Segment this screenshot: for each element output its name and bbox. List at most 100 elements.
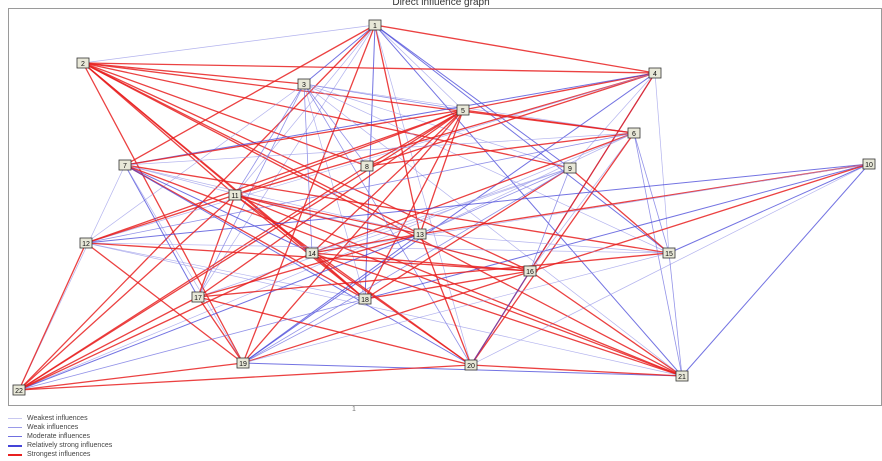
node-label: 8: [365, 164, 369, 171]
node-n15[interactable]: 15: [662, 247, 676, 259]
edge-n6-n14: [311, 132, 635, 254]
node-label: 12: [82, 241, 90, 248]
edge-n2-n19: [82, 62, 244, 364]
edge-n2-n8: [82, 62, 368, 167]
edge-n14-n21: [311, 252, 683, 377]
edge-n1-n15: [374, 24, 670, 254]
edge-n5-n17: [197, 109, 464, 298]
edge-n13-n14: [311, 233, 421, 254]
node-box: [563, 162, 577, 174]
node-n22[interactable]: 22: [12, 384, 26, 396]
node-label: 9: [568, 166, 572, 173]
edge-n11-n21: [234, 194, 683, 377]
edge-n9-n14: [311, 167, 571, 254]
node-box: [413, 228, 427, 240]
edge-n9-n17: [197, 167, 571, 298]
node-box: [523, 265, 537, 277]
edge-n9-n13: [419, 167, 571, 235]
node-n14[interactable]: 14: [305, 247, 319, 259]
node-n5[interactable]: 5: [456, 104, 470, 116]
legend: Weakest influences Weak influences Moder…: [8, 414, 112, 459]
edge-n7-n20: [124, 164, 472, 366]
node-label: 21: [678, 374, 686, 381]
node-n11[interactable]: 11: [228, 189, 242, 201]
node-n7[interactable]: 7: [118, 159, 132, 171]
node-n3[interactable]: 3: [297, 78, 311, 90]
edge-n7-n14: [124, 164, 313, 254]
edge-n19-n22: [18, 362, 244, 391]
node-n21[interactable]: 21: [675, 370, 689, 382]
edge-n3-n12: [85, 83, 305, 244]
edge-n16-n21: [529, 270, 683, 377]
node-box: [191, 291, 205, 303]
node-box: [358, 293, 372, 305]
edge-n7-n15: [124, 164, 670, 254]
edge-n4-n5: [462, 72, 656, 111]
node-box: [118, 159, 132, 171]
node-box: [648, 67, 662, 79]
edge-n17-n20: [197, 296, 472, 366]
edge-n17-n22: [18, 296, 199, 391]
node-label: 22: [15, 388, 23, 395]
node-n20[interactable]: 20: [464, 359, 478, 371]
graph-title: Direct influence graph: [392, 0, 490, 8]
edge-n13-n19: [242, 233, 421, 364]
node-box: [228, 189, 242, 201]
node-label: 10: [865, 162, 873, 169]
node-box: [368, 19, 382, 31]
edge-n4-n11: [234, 72, 656, 196]
legend-item-relatively-strong: Relatively strong influences: [8, 441, 112, 450]
node-label: 4: [653, 71, 657, 78]
edge-n7-n18: [124, 164, 366, 300]
node-label: 13: [416, 232, 424, 239]
edge-n5-n18: [364, 109, 464, 300]
node-n1[interactable]: 1: [368, 19, 382, 31]
node-label: 7: [123, 163, 127, 170]
edge-n3-n14: [303, 83, 313, 254]
edge-n18-n22: [18, 298, 366, 391]
edge-n6-n16: [529, 132, 635, 272]
node-n16[interactable]: 16: [523, 265, 537, 277]
node-n9[interactable]: 9: [563, 162, 577, 174]
node-n4[interactable]: 4: [648, 67, 662, 79]
edge-n4-n15: [654, 72, 670, 254]
edge-n19-n21: [242, 362, 683, 377]
node-box: [79, 237, 93, 249]
legend-label: Relatively strong influences: [27, 442, 113, 449]
edge-n14-n18: [311, 252, 366, 300]
node-n12[interactable]: 12: [79, 237, 93, 249]
edge-n7-n17: [124, 164, 199, 298]
edge-n6-n13: [419, 132, 635, 235]
node-n2[interactable]: 2: [76, 57, 90, 69]
edge-n12-n15: [85, 242, 670, 254]
node-n13[interactable]: 13: [413, 228, 427, 240]
legend-item-moderate: Moderate influences: [8, 432, 112, 441]
node-n17[interactable]: 17: [191, 291, 205, 303]
node-label: 18: [361, 297, 369, 304]
edge-n2-n4: [82, 62, 656, 74]
edge-n20-n22: [18, 364, 472, 391]
node-n8[interactable]: 8: [360, 160, 374, 172]
node-n18[interactable]: 18: [358, 293, 372, 305]
node-box: [236, 357, 250, 369]
node-label: 2: [81, 61, 85, 68]
edge-n16-n18: [364, 270, 531, 300]
edge-n18-n19: [242, 298, 366, 364]
edge-n14-n22: [18, 252, 313, 391]
edge-n7-n19: [124, 164, 244, 364]
edge-n5-n6: [462, 109, 635, 134]
node-n6[interactable]: 6: [627, 127, 641, 139]
legend-item-weak: Weak influences: [8, 423, 112, 432]
edge-n15-n21: [668, 252, 683, 377]
edge-n5-n14: [311, 109, 464, 254]
edge-n10-n15: [668, 163, 870, 254]
edge-n13-n22: [18, 233, 421, 391]
node-n19[interactable]: 19: [236, 357, 250, 369]
edge-n1-n9: [374, 24, 571, 169]
node-n10[interactable]: 10: [862, 158, 876, 170]
edge-n3-n15: [303, 83, 670, 254]
edge-n20-n21: [470, 364, 683, 377]
edge-n1-n21: [374, 24, 683, 377]
edge-n1-n13: [374, 24, 421, 235]
